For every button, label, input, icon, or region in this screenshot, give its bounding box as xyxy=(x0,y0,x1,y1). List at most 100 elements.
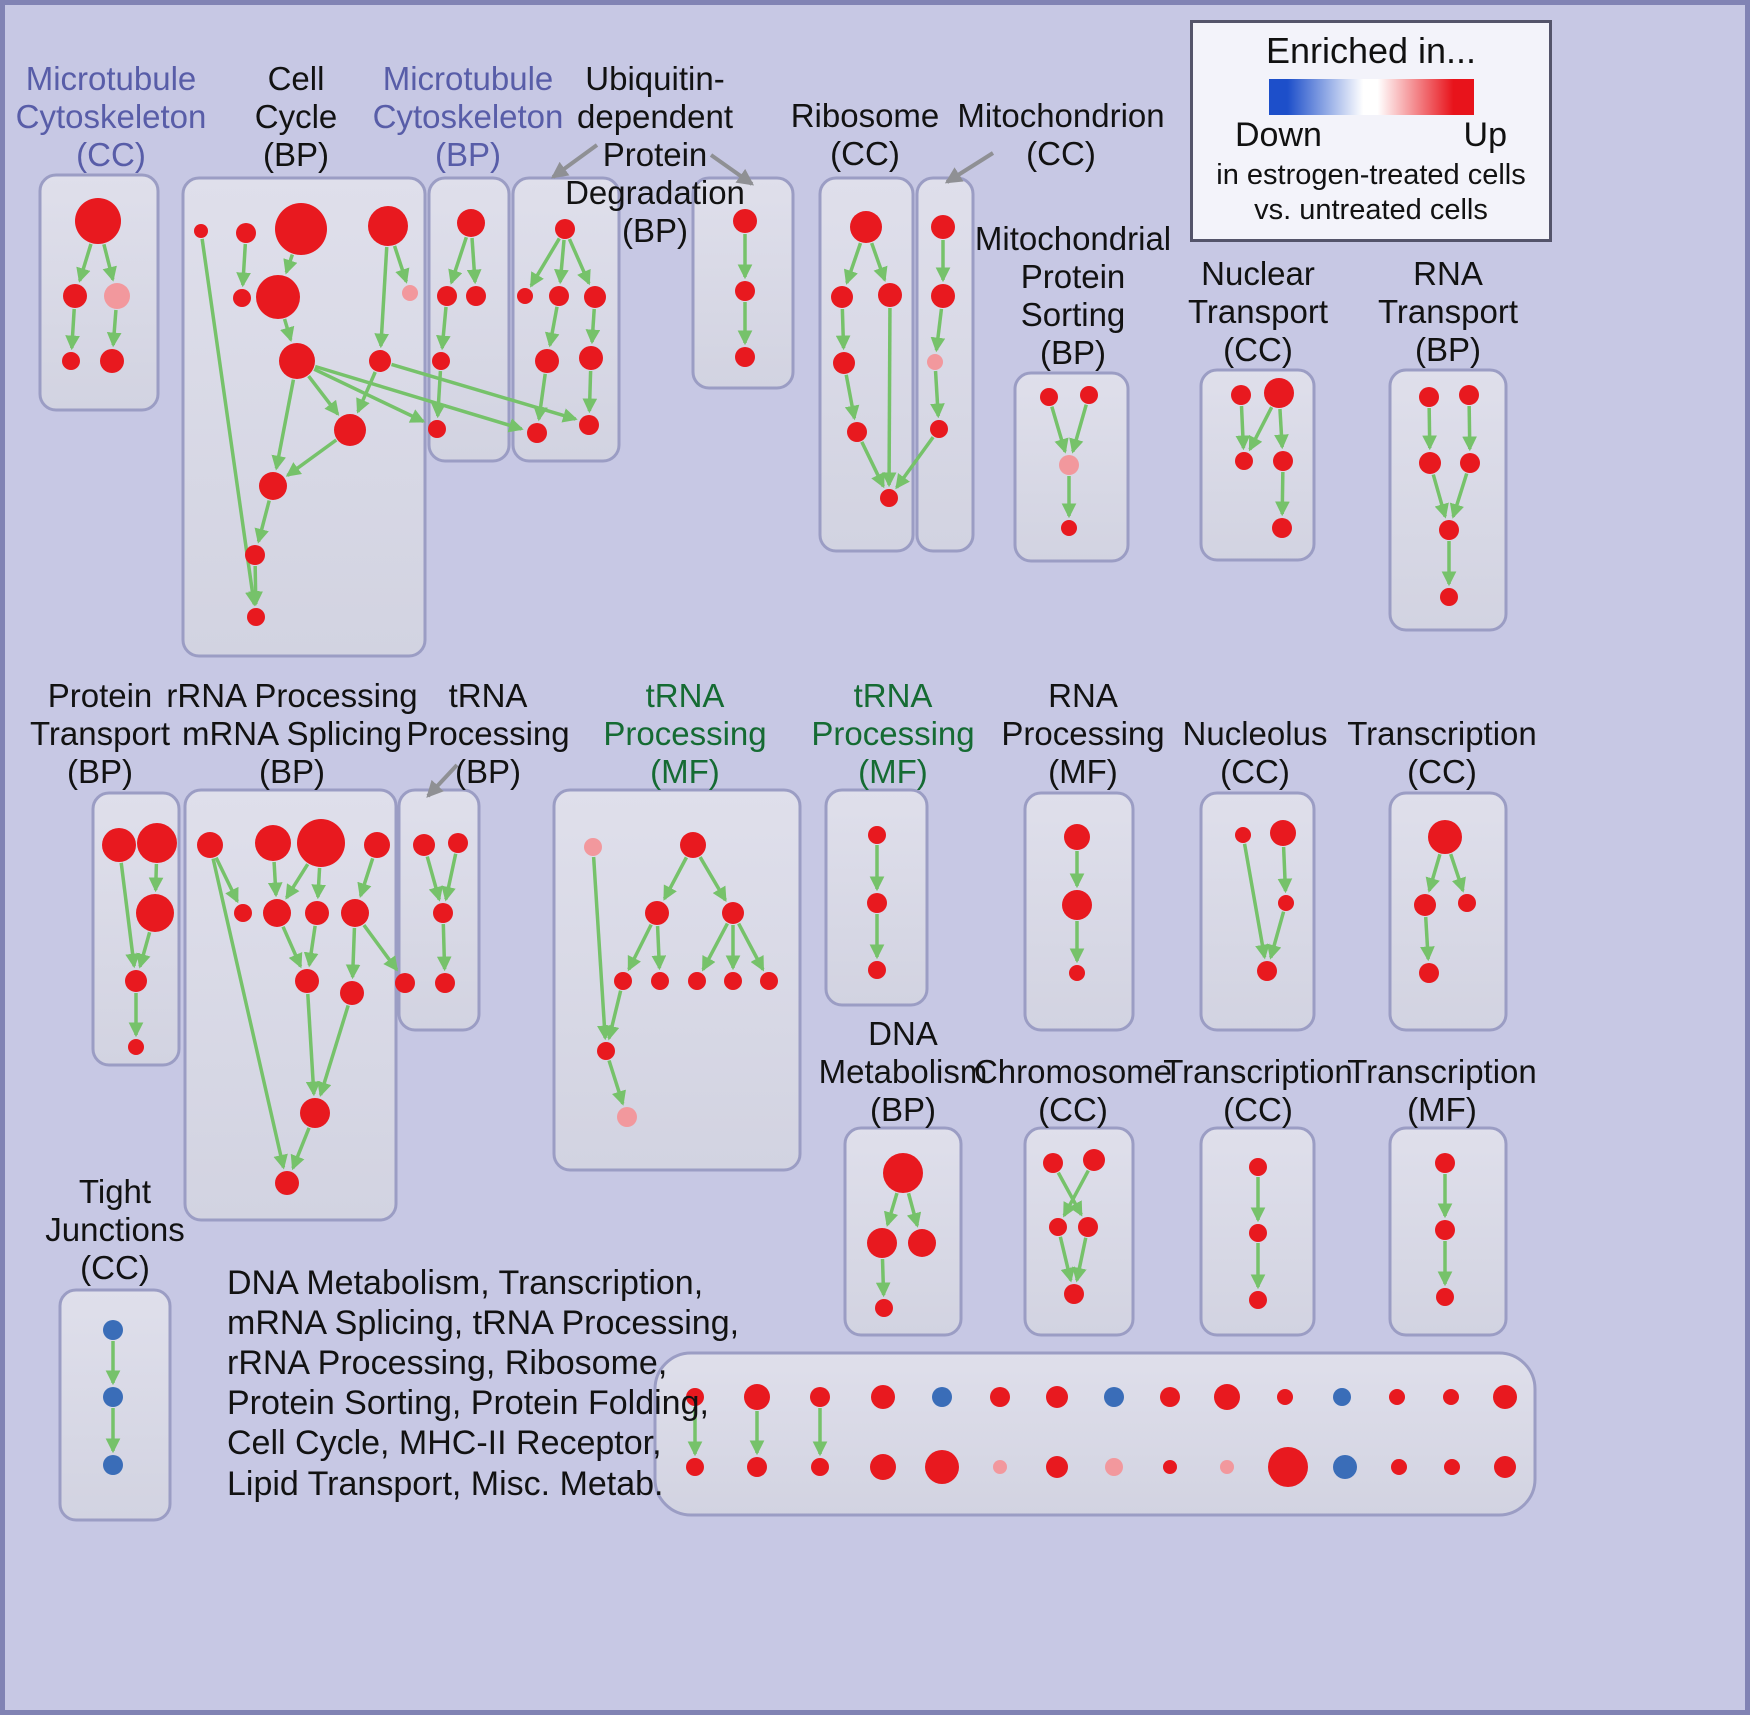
edge xyxy=(870,242,888,282)
gene-node xyxy=(847,422,867,442)
gene-node xyxy=(1220,1460,1234,1474)
edge xyxy=(604,990,623,1041)
note-line: DNA Metabolism, Transcription, xyxy=(227,1264,704,1302)
gene-node xyxy=(1214,1384,1240,1410)
cluster-panel-microtubule-cytoskeleton-cc xyxy=(38,173,160,412)
gene-node xyxy=(932,1387,952,1407)
gene-node xyxy=(466,286,486,306)
legend-up-label: Up xyxy=(1463,116,1507,154)
gene-node xyxy=(125,970,147,992)
gene-node xyxy=(1049,1218,1067,1236)
edge xyxy=(567,238,591,286)
edge xyxy=(1062,1169,1090,1218)
gene-node xyxy=(990,1387,1010,1407)
cluster-label-microtubule-cytoskeleton-bp: Microtubule Cytoskeleton (BP) xyxy=(372,60,564,173)
gene-node xyxy=(136,894,174,932)
gene-node xyxy=(1460,453,1480,473)
gene-node xyxy=(1104,1387,1124,1407)
cluster-label-ubiquitin-protein-degradation-a: Ubiquitin- dependent Protein Degradation… xyxy=(565,60,745,249)
edge xyxy=(136,931,152,969)
gene-node xyxy=(413,834,435,856)
note-line: mRNA Splicing, tRNA Processing, xyxy=(227,1304,740,1343)
gene-node xyxy=(433,903,453,923)
gene-node xyxy=(245,545,265,565)
gene-node xyxy=(555,219,575,239)
cluster-panel-chromosome-cc xyxy=(1023,1126,1135,1337)
gene-node xyxy=(395,973,415,993)
gene-node xyxy=(930,420,948,438)
edge xyxy=(698,856,727,902)
gene-node xyxy=(194,224,208,238)
gene-node xyxy=(1494,1456,1516,1478)
gene-node xyxy=(1458,894,1476,912)
edge xyxy=(906,1192,922,1228)
edge xyxy=(1248,406,1274,452)
cluster-label-cell-cycle-bp: Cell Cycle (BP) xyxy=(254,60,338,173)
legend-endpoint-labels: Down Up xyxy=(1235,116,1507,155)
cluster-panel-trna-processing-mf-1 xyxy=(552,788,802,1172)
edge xyxy=(290,1127,311,1171)
cluster-panel-nuclear-transport-cc xyxy=(1199,368,1316,562)
gene-node xyxy=(875,1299,893,1317)
gene-node xyxy=(535,349,559,373)
edge xyxy=(585,308,601,345)
label-pointer-arrow xyxy=(944,151,995,184)
edge xyxy=(1422,407,1437,451)
gene-node xyxy=(1083,1149,1105,1171)
cluster-label-rrna-processing-mrna-splicing-bp: rRNA Processing mRNA Splicing (BP) xyxy=(166,677,418,790)
gene-node xyxy=(1428,820,1462,854)
gene-node xyxy=(760,972,778,990)
edge xyxy=(392,245,410,284)
gene-node xyxy=(927,354,943,370)
gene-node xyxy=(247,608,265,626)
edge xyxy=(607,1059,626,1106)
gene-node xyxy=(1235,452,1253,470)
gene-node xyxy=(722,902,744,924)
gene-node xyxy=(651,972,669,990)
edge xyxy=(271,379,296,471)
edge xyxy=(1050,406,1069,454)
gene-node xyxy=(457,209,485,237)
edge xyxy=(425,856,443,902)
gene-node xyxy=(263,899,291,927)
gene-node xyxy=(867,893,887,913)
gene-node xyxy=(686,1458,704,1476)
gene-node xyxy=(584,838,602,856)
cluster-panel-dna-metabolism-bp xyxy=(843,1126,963,1337)
cluster-label-rna-transport-bp: RNA Transport (BP) xyxy=(1378,255,1518,368)
gene-node xyxy=(1064,1284,1084,1304)
gene-node xyxy=(1389,1389,1405,1405)
cluster-label-mitochondrial-protein-sorting-bp: Mitochondrial Protein Sorting (BP) xyxy=(974,220,1172,371)
gene-node xyxy=(1443,1389,1459,1405)
gene-node xyxy=(104,283,130,309)
edge xyxy=(200,238,260,607)
gene-node xyxy=(1277,1389,1293,1405)
edge xyxy=(582,370,598,414)
edge xyxy=(1277,846,1293,894)
edge xyxy=(1275,471,1290,517)
gene-node xyxy=(867,1228,897,1258)
gene-node xyxy=(1419,963,1439,983)
cluster-label-trna-processing-mf-1: tRNA Processing (MF) xyxy=(603,677,767,790)
edge xyxy=(1069,404,1088,454)
gene-node xyxy=(75,198,121,244)
cluster-panel-microtubule-cytoskeleton-bp xyxy=(427,176,511,463)
gene-node xyxy=(744,1384,770,1410)
edge xyxy=(651,925,667,971)
gene-node xyxy=(1249,1291,1267,1309)
gene-node xyxy=(103,1320,123,1340)
gene-node xyxy=(579,346,603,370)
cluster-label-nucleolus-cc: Nucleolus (CC) xyxy=(1182,715,1328,790)
edge xyxy=(844,374,860,421)
gene-node xyxy=(334,414,366,446)
gene-node xyxy=(1493,1385,1517,1409)
edge xyxy=(1449,472,1469,519)
gene-node xyxy=(1062,890,1092,920)
cluster-label-dna-metabolism-bp: DNA Metabolism (BP) xyxy=(818,1015,988,1128)
edge xyxy=(106,309,122,348)
gene-node xyxy=(686,1388,704,1406)
edge xyxy=(627,923,653,972)
edge xyxy=(211,858,288,1170)
edge xyxy=(737,922,765,972)
gene-node xyxy=(993,1460,1007,1474)
